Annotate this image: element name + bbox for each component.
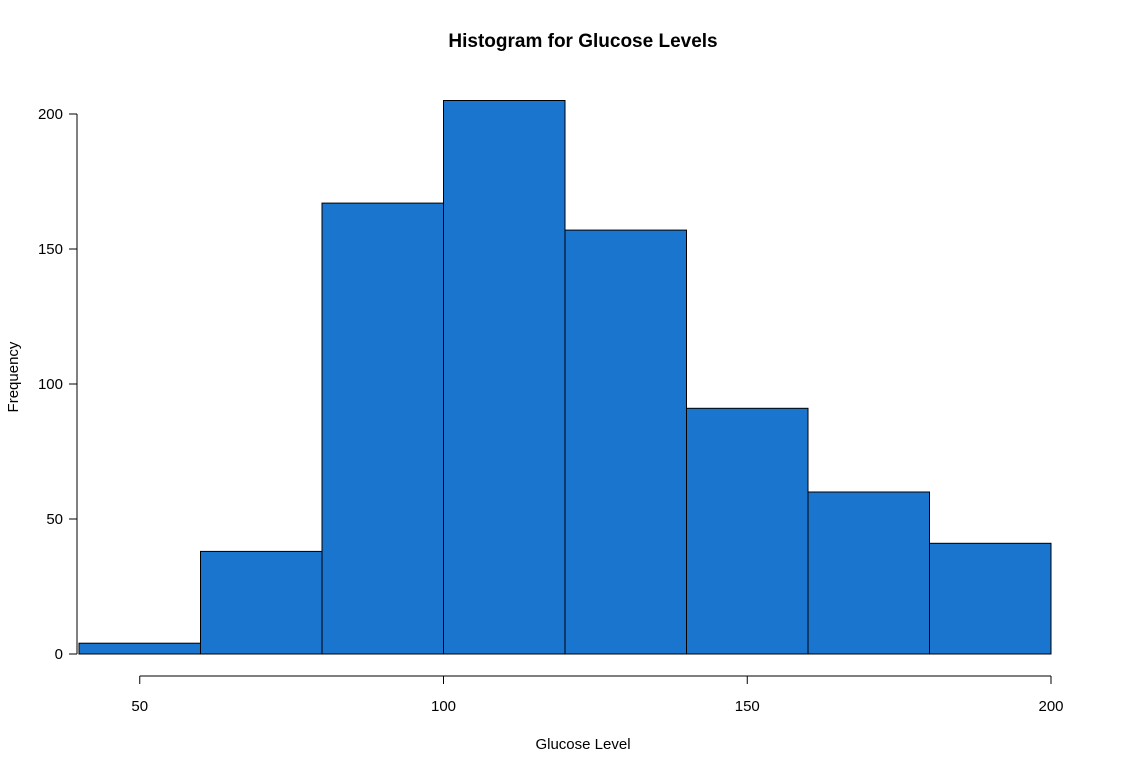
histogram-bar-4 — [564, 229, 687, 655]
y-axis: 0 50 100 150 200 — [38, 106, 78, 663]
y-tick-label-0: 0 — [55, 646, 63, 663]
x-axis-label: Glucose Level — [535, 736, 630, 753]
bars-group — [78, 100, 1052, 655]
y-tick-label-150: 150 — [38, 241, 63, 258]
histogram-bar-2 — [321, 202, 444, 655]
histogram-bar-7 — [929, 542, 1052, 655]
x-tick-label-150: 150 — [735, 698, 760, 715]
chart-title: Histogram for Glucose Levels — [448, 31, 717, 52]
x-tick-label-200: 200 — [1038, 698, 1063, 715]
histogram-bar-3 — [443, 100, 566, 655]
x-tick-label-100: 100 — [431, 698, 456, 715]
x-tick-label-50: 50 — [131, 698, 148, 715]
histogram-bar-0 — [78, 642, 201, 655]
histogram-bar-5 — [686, 407, 809, 655]
y-tick-label-200: 200 — [38, 106, 63, 123]
histogram-bar-1 — [200, 550, 323, 655]
y-tick-label-50: 50 — [46, 511, 63, 528]
y-axis-label: Frequency — [5, 341, 22, 412]
x-axis: 50 100 150 200 — [131, 675, 1064, 715]
histogram-bar-6 — [807, 491, 930, 655]
y-tick-label-100: 100 — [38, 376, 63, 393]
